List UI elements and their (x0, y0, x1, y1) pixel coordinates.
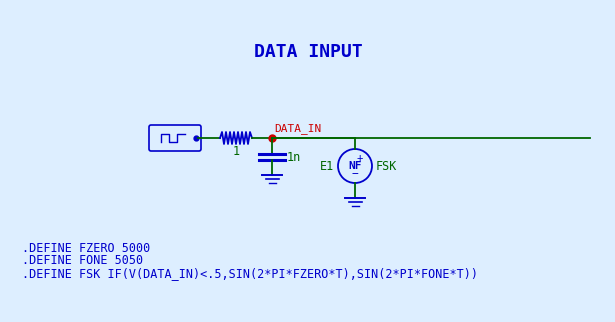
Text: .DEFINE FZERO 5000: .DEFINE FZERO 5000 (22, 242, 150, 254)
Text: .DEFINE FSK IF(V(DATA_IN)<.5,SIN(2*PI*FZERO*T),SIN(2*PI*FONE*T)): .DEFINE FSK IF(V(DATA_IN)<.5,SIN(2*PI*FZ… (22, 268, 478, 280)
Text: +: + (357, 153, 363, 163)
Text: −: − (352, 169, 359, 179)
Text: 1: 1 (232, 145, 240, 157)
Text: .DEFINE FONE 5050: .DEFINE FONE 5050 (22, 254, 143, 268)
FancyBboxPatch shape (149, 125, 201, 151)
Text: E1: E1 (320, 159, 334, 173)
Text: DATA INPUT: DATA INPUT (253, 43, 362, 61)
Text: DATA_IN: DATA_IN (274, 124, 321, 135)
Text: 1n: 1n (287, 150, 301, 164)
Circle shape (338, 149, 372, 183)
Text: NF: NF (348, 161, 362, 171)
Text: FSK: FSK (376, 159, 397, 173)
